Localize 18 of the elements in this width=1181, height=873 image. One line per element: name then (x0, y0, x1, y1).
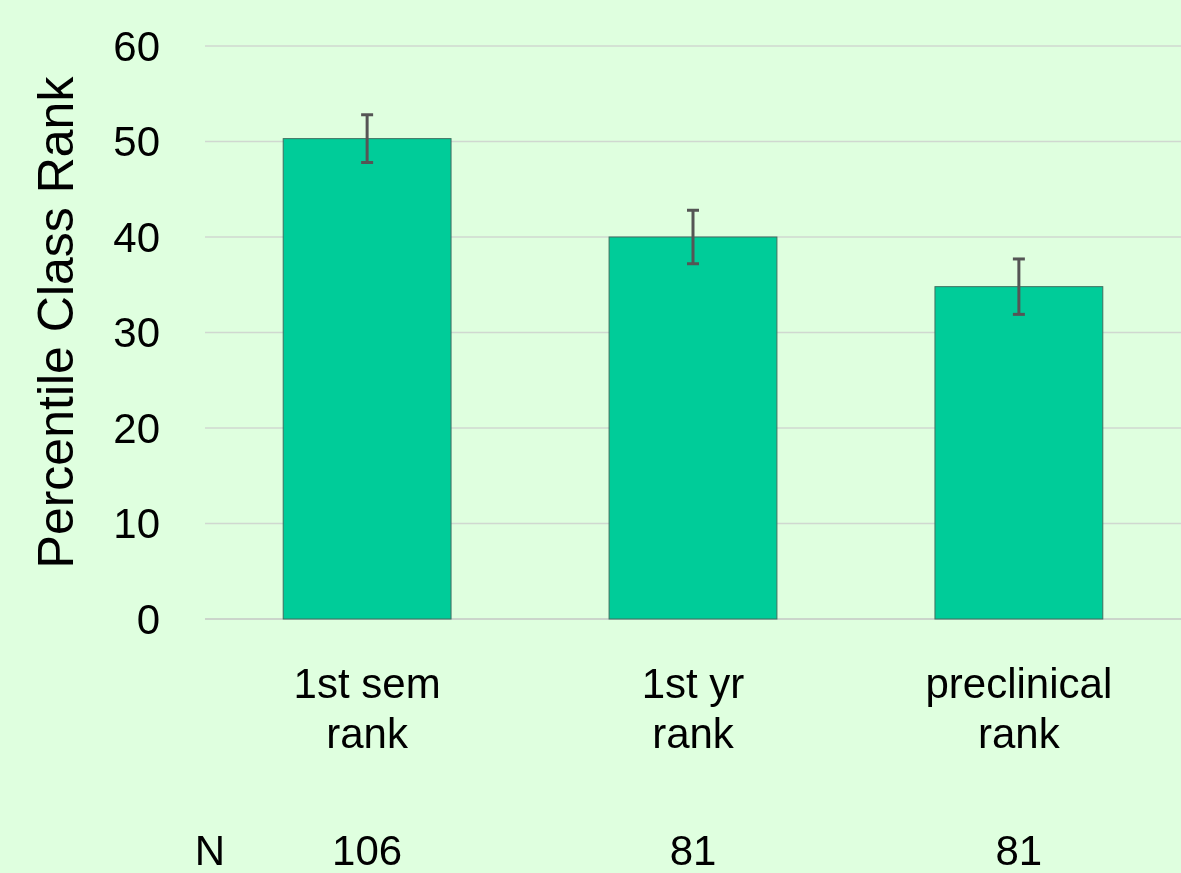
text: 81 (995, 827, 1043, 873)
bar (934, 286, 1104, 620)
y-tick-label: 60 (113, 22, 160, 70)
x-tick-label: 1st sem rank (293, 660, 441, 757)
bar (608, 236, 778, 620)
y-tick-label: 20 (113, 404, 160, 452)
y-tick-label: 0 (136, 595, 160, 643)
y-tick-label: 50 (113, 118, 160, 166)
text: 106 (332, 827, 403, 873)
text: N (194, 827, 226, 873)
y-tick-label: 10 (113, 500, 160, 548)
text: 81 (669, 827, 717, 873)
x-tick-label: 1st yr rank (641, 660, 745, 757)
y-axis-title: Percentile Class Rank (27, 75, 84, 569)
y-tick-label: 40 (113, 213, 160, 261)
x-tick-label: preclinical rank (925, 660, 1113, 757)
bar (282, 138, 452, 620)
y-tick-label: 30 (113, 309, 160, 357)
